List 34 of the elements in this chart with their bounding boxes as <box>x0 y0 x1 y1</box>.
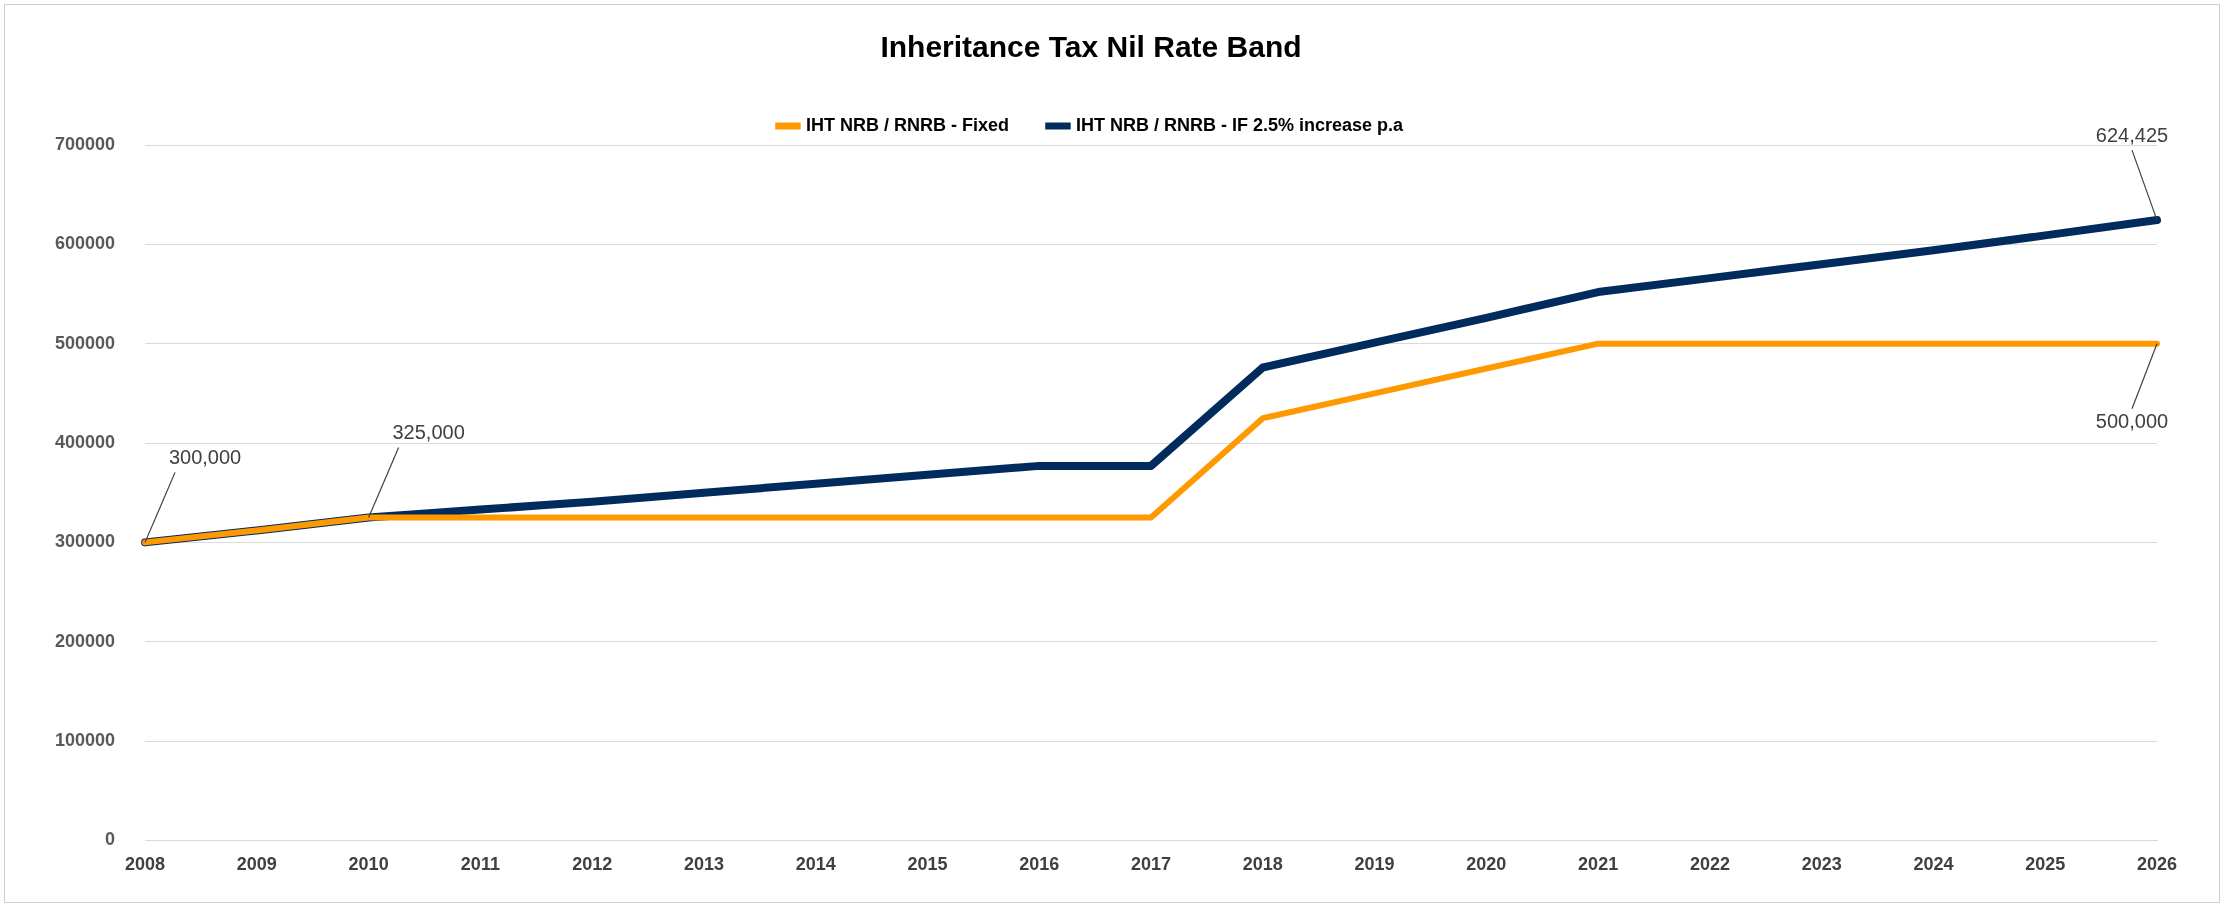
legend-label: IHT NRB / RNRB - Fixed <box>805 114 1009 135</box>
legend-label: IHT NRB / RNRB - IF 2.5% increase p.a <box>1075 114 1405 135</box>
x-tick-label: 2015 <box>907 854 948 875</box>
y-tick-label: 600000 <box>54 233 116 254</box>
y-tick-label: 0 <box>105 829 116 850</box>
y-tick-label: 500000 <box>54 332 116 353</box>
x-tick-label: 2021 <box>1578 854 1619 875</box>
x-tick-label: 2020 <box>1466 854 1507 875</box>
x-tick-label: 2014 <box>795 854 836 875</box>
x-tick-label: 2008 <box>125 854 166 875</box>
x-tick-label: 2013 <box>683 854 724 875</box>
x-tick-label: 2026 <box>2136 854 2178 875</box>
y-tick-label: 100000 <box>54 730 116 751</box>
x-tick-label: 2009 <box>236 854 277 875</box>
x-tick-label: 2022 <box>1689 854 1730 875</box>
x-tick-label: 2023 <box>1801 854 1842 875</box>
x-tick-label: 2010 <box>348 854 389 875</box>
x-tick-label: 2019 <box>1354 854 1395 875</box>
chart-title: Inheritance Tax Nil Rate Band <box>880 30 1302 64</box>
y-tick-label: 200000 <box>54 630 116 651</box>
y-tick-label: 700000 <box>54 133 116 154</box>
annotation: 500,000 <box>2095 410 2169 433</box>
annotation: 300,000 <box>168 445 242 468</box>
annotation: 624,425 <box>2095 123 2169 146</box>
x-tick-label: 2024 <box>1913 854 1954 875</box>
x-tick-label: 2016 <box>1019 854 1060 875</box>
x-tick-label: 2011 <box>460 854 500 875</box>
x-tick-label: 2025 <box>2025 854 2066 875</box>
y-tick-label: 400000 <box>54 432 116 452</box>
x-tick-label: 2017 <box>1131 854 1172 875</box>
x-tick-label: 2012 <box>572 854 613 875</box>
x-tick-label: 2018 <box>1242 854 1283 875</box>
y-tick-label: 300000 <box>54 531 116 552</box>
annotation: 325,000 <box>392 421 465 444</box>
